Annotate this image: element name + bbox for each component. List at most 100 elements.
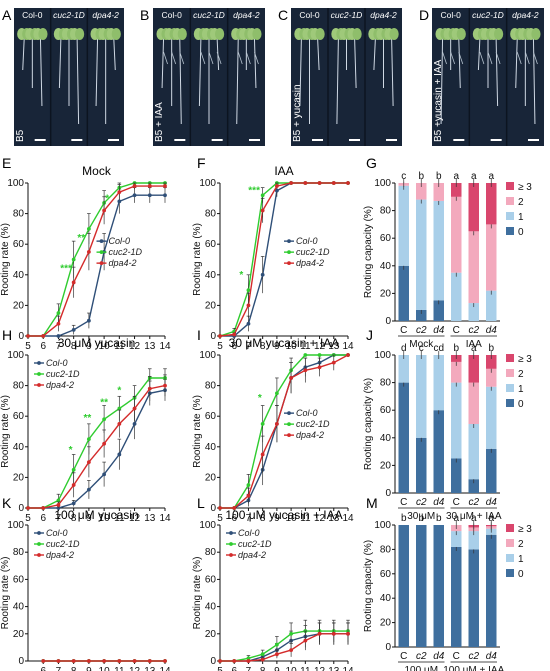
data-point (346, 353, 350, 357)
legend-label: dpa4-2 (46, 380, 74, 390)
data-point (117, 190, 122, 195)
data-point (246, 483, 251, 487)
x-tick-label: 13 (144, 666, 156, 671)
x-tick-label: 5 (217, 666, 223, 671)
y-tick-label: 100 (199, 178, 216, 189)
legend-label: 2 (518, 369, 524, 380)
data-point (289, 648, 294, 653)
y-tick-label: 40 (205, 602, 217, 613)
x-tick-label: 6 (231, 513, 237, 524)
stacked-bar (398, 525, 409, 647)
panel-letter: F (197, 155, 206, 171)
stacked-bar (468, 521, 479, 647)
adventitious-root (479, 51, 485, 65)
stacked-bar (416, 351, 427, 493)
data-point (102, 659, 107, 663)
genotype-label: Col-0 (22, 10, 43, 20)
y-tick-label: 60 (380, 233, 392, 244)
treatment-label: B5 (15, 129, 26, 142)
data-point (41, 659, 46, 663)
significance-letter: c (401, 171, 406, 182)
stacked-bar (398, 351, 409, 493)
stacked-bar (433, 525, 444, 647)
series-dpa4-2 (26, 182, 167, 338)
adventitious-root (442, 51, 447, 65)
data-point (86, 460, 91, 464)
data-point (132, 184, 137, 188)
stacked-bar (451, 521, 462, 647)
legend-swatch (506, 524, 514, 532)
y-tick-label: 80 (205, 381, 217, 392)
x-tick-label: C (453, 325, 460, 336)
significance-marker: ** (77, 233, 85, 244)
x-tick-label: 5 (217, 341, 223, 352)
y-tick-label: 20 (380, 460, 392, 471)
x-tick-label: 8 (260, 341, 266, 352)
x-tick-label: 10 (286, 666, 298, 671)
x-tick-label: 5 (25, 513, 31, 524)
legend-label: ≥ 3 (518, 524, 532, 535)
x-tick-label: 11 (114, 666, 125, 671)
y-tick-label: 0 (210, 656, 216, 667)
hypocotyl (161, 37, 165, 89)
legend-swatch (506, 384, 514, 392)
y-tick-label: 0 (385, 488, 391, 499)
legend-label: ≥ 3 (518, 354, 532, 365)
genotype-label: dpa4-2 (92, 10, 119, 20)
y-tick-label: 0 (385, 316, 391, 327)
panel-letter: E (2, 155, 11, 171)
hypocotyl (515, 37, 518, 89)
bar-segment (468, 303, 479, 321)
data-point (246, 659, 251, 663)
significance-letter: a (488, 171, 494, 182)
x-tick-label: 14 (159, 341, 171, 352)
bar-segment (486, 290, 497, 321)
series-Col-0 (218, 353, 350, 510)
bar-segment (451, 183, 462, 197)
data-point (117, 421, 122, 426)
x-tick-label: 6 (40, 513, 46, 524)
legend-label: 0 (518, 569, 524, 580)
panel-letter: A (2, 7, 12, 23)
data-point (289, 631, 294, 636)
x-tick-label: 5 (25, 341, 31, 352)
y-tick-label: 0 (385, 642, 391, 653)
chart-title: 30 μM yucasin (58, 336, 136, 350)
group-label: IAA (466, 339, 482, 350)
y-axis-label: Rooting rate (%) (192, 395, 203, 468)
data-point (232, 659, 237, 663)
stacked-bar (416, 179, 427, 321)
significance-letter: a (471, 513, 477, 524)
data-point (71, 483, 76, 487)
y-tick-label: 0 (18, 656, 24, 667)
significance-letter: a (471, 343, 477, 354)
x-tick-label: 9 (86, 513, 92, 524)
x-tick-label: 12 (129, 666, 141, 671)
cotyledon (177, 28, 187, 40)
bar-segment (451, 361, 462, 383)
significance-letter: c (419, 343, 424, 354)
series-line (28, 377, 165, 509)
cotyledon (111, 28, 121, 40)
legend-marker (229, 542, 233, 546)
bar-segment (433, 200, 444, 301)
data-point (303, 638, 308, 643)
panel-letter: H (2, 327, 12, 343)
bar-segment (451, 546, 462, 647)
data-point (346, 631, 350, 636)
series-line (220, 633, 348, 662)
bar-segment (433, 525, 444, 647)
data-point (26, 506, 30, 510)
panel-letter: L (197, 495, 205, 511)
legend-label: 1 (518, 384, 524, 395)
data-point (132, 406, 137, 411)
photo-panel-c: C Col-0 cuc2-1D dpa4-2 B5 + yucasin (278, 7, 402, 146)
data-point (163, 184, 167, 188)
x-tick-label: c2 (416, 325, 427, 336)
stacked-bar (433, 179, 444, 321)
data-point (147, 659, 152, 663)
legend-marker (37, 542, 41, 546)
